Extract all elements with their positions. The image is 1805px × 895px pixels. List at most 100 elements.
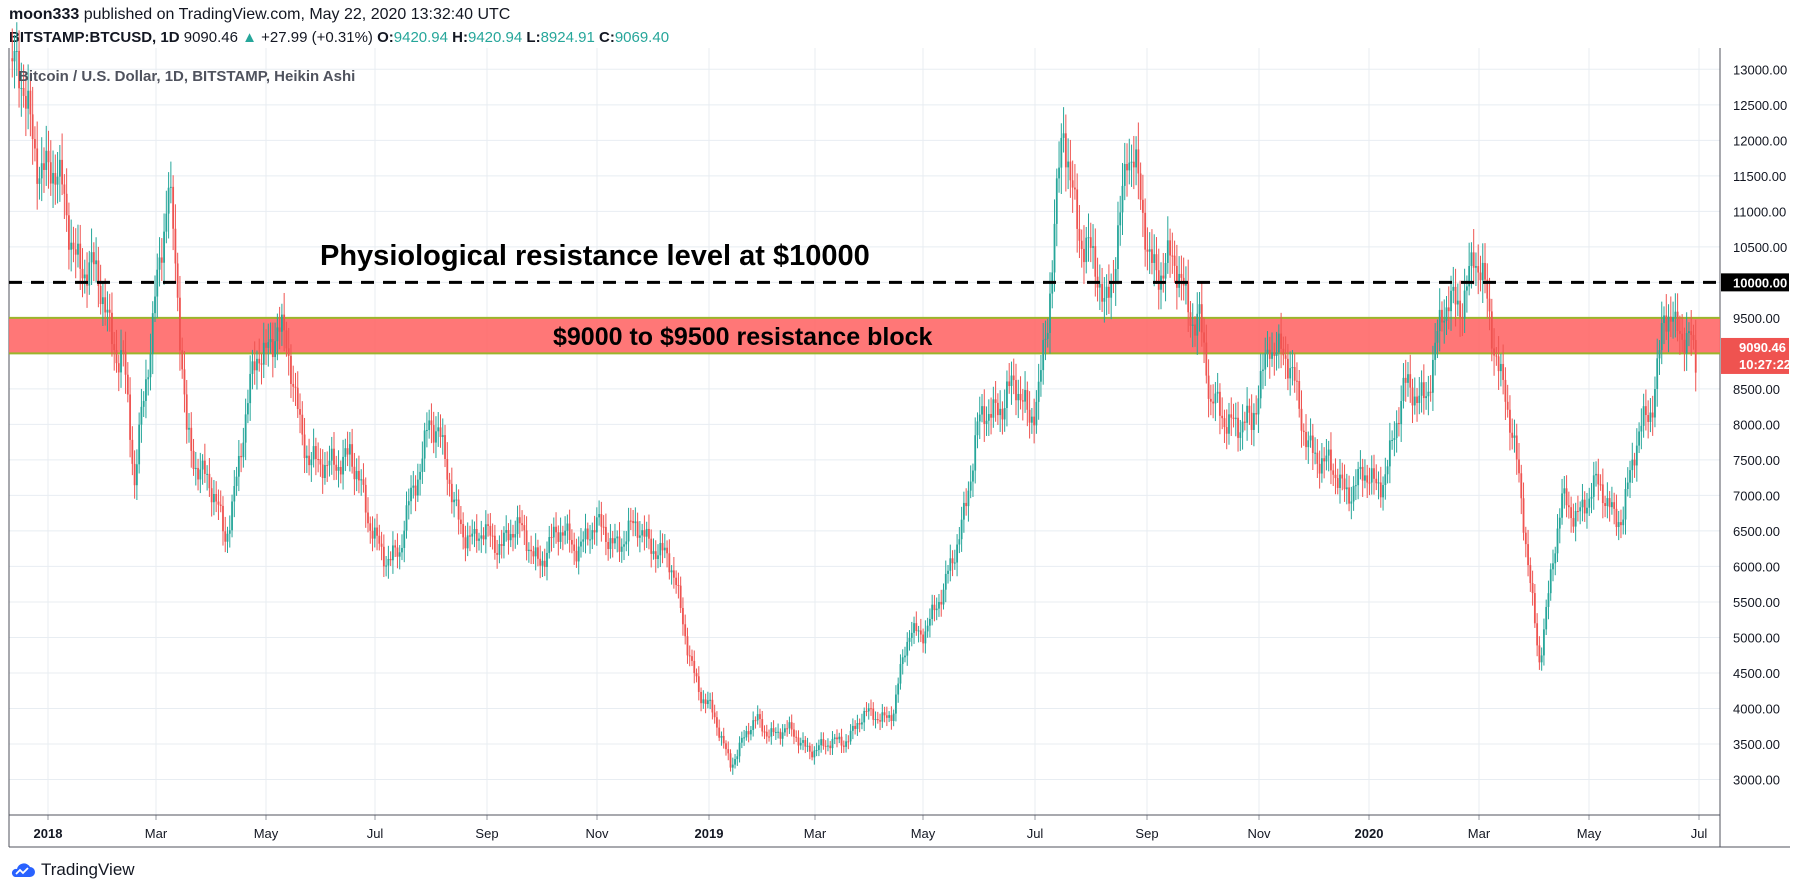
candle-body [371,530,374,539]
candle-body [267,342,270,348]
candle-body [398,552,401,557]
candle-body [441,435,444,437]
candle-body [446,458,449,480]
candle-body [1570,507,1573,519]
candle-body [897,683,900,695]
candle-body [795,736,798,738]
candle-body [1583,499,1586,514]
candle-body [652,551,655,554]
candle-body [1037,381,1040,402]
candle-body [974,435,977,471]
open-label: O: [377,29,394,46]
candle-body [1398,422,1400,425]
low-value: 8924.91 [540,29,595,46]
candle-body [539,558,542,566]
y-tick-label: 8500.00 [1733,382,1780,397]
candle-body [1103,298,1106,302]
candle-body [650,538,653,554]
candle-body [385,565,388,567]
candle-body [1062,133,1065,138]
candle-body [1123,163,1126,186]
candle-body [496,552,499,555]
candle-body [1651,412,1654,418]
candle-body [1089,237,1092,248]
candle-body [430,420,433,426]
candle-body [958,539,961,545]
candle-body [1629,470,1631,483]
candle-body [754,720,757,722]
candle-body [759,714,761,720]
candle-body [101,297,104,305]
candle-body [779,731,782,739]
candle-body [466,535,469,549]
candle-body [367,512,369,524]
candle-body [1379,482,1382,498]
candle-body [874,719,877,721]
candle-body [718,727,721,738]
candle-body [591,530,594,540]
candle-body [568,523,571,540]
close-label: C: [598,29,615,46]
candle-body [1164,262,1167,279]
candle-body [437,427,440,432]
candle-body [1076,189,1079,229]
candle-body [1393,438,1396,441]
candle-body [731,764,734,768]
candle-body [1330,449,1332,471]
candle-body [1654,388,1656,418]
candle-body [498,544,501,555]
candle-body [516,517,519,535]
candle-body [1298,381,1301,409]
candle-body [95,260,97,265]
candle-body [183,369,186,395]
candle-body [965,502,968,507]
candle-body [217,501,220,505]
candle-body [1597,473,1600,485]
candle-body [1286,358,1289,379]
candle-body [462,524,465,538]
candle-body [709,699,712,701]
candle-body [240,455,243,458]
candle-body [620,546,623,552]
candle-body [614,538,616,544]
candle-body [1472,252,1475,268]
candle-body [489,525,492,536]
candle-body [464,537,467,549]
candle-body [929,618,931,626]
candle-body [1035,401,1038,426]
candle-body [840,736,843,746]
x-tick-label: May [254,826,279,841]
candle-body [1243,421,1246,423]
x-tick-label: Mar [804,826,827,841]
candle-body [1642,406,1645,426]
candle-body [734,759,736,765]
candle-body [1382,484,1384,498]
candle-body [922,634,925,644]
candle-body [163,231,165,263]
candle-body [126,374,129,395]
candle-body [1119,212,1122,226]
y-tick-label: 7000.00 [1733,488,1780,503]
candle-body [663,547,666,551]
candle-body [439,427,442,437]
candle-body [145,379,147,401]
candle-body [1479,272,1482,281]
candle-body [58,159,61,177]
candle-body [72,242,75,250]
candle-body [401,547,403,553]
candle-body [1175,265,1178,288]
candle-body [1334,474,1337,479]
candle-body [1452,286,1455,291]
candle-body [806,745,809,747]
candle-body [627,520,630,542]
price-chart[interactable]: 13000.00 12500.00 12000.00 11500.00 11000.00… [0,0,1805,860]
candle-body [1237,417,1239,438]
tradingview-logo[interactable]: TradingView [9,860,135,880]
candle-body [457,499,460,520]
candle-body [1080,240,1083,249]
candle-body [92,252,95,265]
candle-body [262,342,265,365]
candle-body [1626,482,1629,490]
candle-body [65,193,68,216]
candle-body [142,400,145,407]
